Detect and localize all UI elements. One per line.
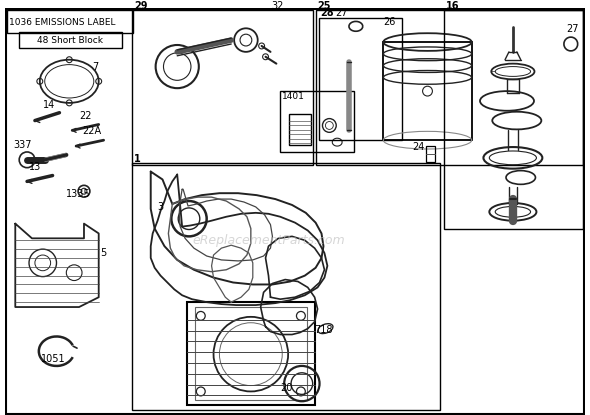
Text: 26: 26 xyxy=(384,17,396,27)
Text: 1: 1 xyxy=(134,154,141,164)
Text: 16: 16 xyxy=(446,1,460,11)
Text: 29: 29 xyxy=(134,1,148,11)
Text: 25: 25 xyxy=(317,1,331,11)
Bar xyxy=(280,91,354,152)
Bar xyxy=(19,32,122,48)
Text: eReplacementParts.com: eReplacementParts.com xyxy=(192,234,345,247)
Text: 22: 22 xyxy=(79,110,91,121)
Text: 7: 7 xyxy=(92,63,98,73)
Text: 3: 3 xyxy=(158,202,163,212)
Bar xyxy=(384,42,471,140)
Bar xyxy=(316,10,582,165)
Text: 22A: 22A xyxy=(82,126,101,136)
Bar xyxy=(195,307,307,400)
Text: 1335: 1335 xyxy=(66,189,91,199)
Text: 27: 27 xyxy=(566,24,578,34)
Text: 14: 14 xyxy=(42,100,55,110)
Bar xyxy=(8,10,133,33)
Text: 13: 13 xyxy=(29,161,41,171)
Text: 48 Short Block: 48 Short Block xyxy=(37,36,103,44)
Bar xyxy=(444,10,582,229)
Text: 20: 20 xyxy=(280,383,293,393)
Bar xyxy=(319,17,402,140)
Text: 28: 28 xyxy=(320,8,334,19)
Bar xyxy=(425,146,435,162)
Text: 5: 5 xyxy=(101,248,107,258)
Text: 337: 337 xyxy=(14,140,32,150)
Bar xyxy=(289,114,311,145)
Bar xyxy=(132,10,313,165)
Text: 1051: 1051 xyxy=(41,354,65,364)
Text: 27: 27 xyxy=(335,8,348,19)
Text: 24: 24 xyxy=(412,142,424,152)
Text: 1401: 1401 xyxy=(282,92,305,101)
Bar xyxy=(187,302,314,405)
Bar xyxy=(132,163,440,410)
Text: 718: 718 xyxy=(314,325,333,334)
Text: 32: 32 xyxy=(271,1,284,11)
Text: 1036 EMISSIONS LABEL: 1036 EMISSIONS LABEL xyxy=(9,18,116,27)
